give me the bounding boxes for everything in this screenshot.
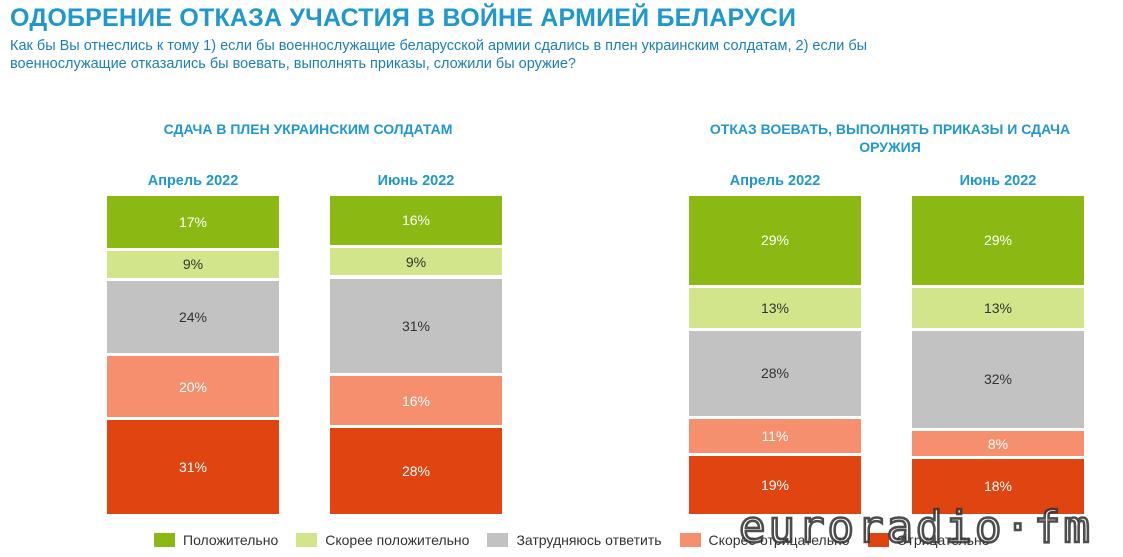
survey-question: Как бы Вы отнеслись к тому 1) если бы во… xyxy=(10,38,868,72)
segment-rather-positive: 13% xyxy=(912,287,1084,328)
legend-label: Скорее отрицательно xyxy=(708,532,850,548)
period-label: Апрель 2022 xyxy=(147,173,239,189)
chart-legend: Положительно Скорее положительно Затрудн… xyxy=(154,528,1008,552)
chart-title-surrender: СДАЧА В ПЛЕН УКРАИНСКИМ СОЛДАТАМ xyxy=(163,121,453,137)
euroradio-logo-watermark: euroradio·fm xyxy=(738,502,1093,552)
period-label: Июнь 2022 xyxy=(959,173,1037,189)
segment-hard-to-say: 31% xyxy=(330,278,502,374)
legend-label: Скорее положительно xyxy=(325,532,470,548)
segment-rather-positive: 9% xyxy=(107,250,279,278)
segment-negative: 19% xyxy=(689,455,861,514)
chart-title-refusal: ОТКАЗ ВОЕВАТЬ, ВЫПОЛНЯТЬ ПРИКАЗЫ И СДАЧА… xyxy=(709,121,1071,155)
segment-hard-to-say: 32% xyxy=(912,330,1084,429)
legend-swatch xyxy=(296,533,318,547)
segment-negative: 18% xyxy=(912,458,1084,514)
stacked-bar: 17% 9% 24% 20% 31% xyxy=(107,196,279,514)
segment-hard-to-say: 28% xyxy=(689,330,861,417)
legend-swatch xyxy=(679,533,701,547)
segment-rather-negative: 11% xyxy=(689,419,861,453)
segment-positive: 17% xyxy=(107,196,279,248)
legend-item-negative: Отрицательно xyxy=(867,532,990,548)
segment-rather-negative: 8% xyxy=(912,431,1084,456)
segment-rather-positive: 13% xyxy=(689,287,861,328)
period-label: Апрель 2022 xyxy=(729,173,821,189)
legend-item-positive: Положительно xyxy=(154,532,278,548)
segment-positive: 16% xyxy=(330,196,502,245)
legend-swatch xyxy=(867,533,889,547)
segment-negative: 31% xyxy=(107,420,279,514)
segment-rather-negative: 16% xyxy=(330,376,502,426)
legend-item-rather-negative: Скорее отрицательно xyxy=(679,532,850,548)
segment-positive: 29% xyxy=(912,196,1084,285)
svg-text:euroradio·fm: euroradio·fm xyxy=(739,502,1093,552)
legend-label: Положительно xyxy=(183,532,279,548)
legend-item-rather-positive: Скорее положительно xyxy=(296,532,469,548)
segment-negative: 28% xyxy=(330,428,502,514)
segment-rather-positive: 9% xyxy=(330,247,502,276)
stacked-bar: 29% 13% 32% 8% 18% xyxy=(912,196,1084,514)
period-label: Июнь 2022 xyxy=(377,173,455,189)
page-title: ОДОБРЕНИЕ ОТКАЗА УЧАСТИЯ В ВОЙНЕ АРМИЕЙ … xyxy=(10,4,797,32)
stacked-bar: 16% 9% 31% 16% 28% xyxy=(330,196,502,514)
segment-hard-to-say: 24% xyxy=(107,280,279,354)
legend-label: Отрицательно xyxy=(896,532,990,548)
legend-item-hard-to-say: Затрудняюсь ответить xyxy=(487,532,662,548)
legend-swatch xyxy=(154,533,175,547)
segment-rather-negative: 20% xyxy=(107,356,279,418)
legend-label: Затрудняюсь ответить xyxy=(516,532,662,548)
stacked-bar: 29% 13% 28% 11% 19% xyxy=(689,196,861,514)
legend-swatch xyxy=(487,533,509,547)
segment-positive: 29% xyxy=(689,196,861,285)
